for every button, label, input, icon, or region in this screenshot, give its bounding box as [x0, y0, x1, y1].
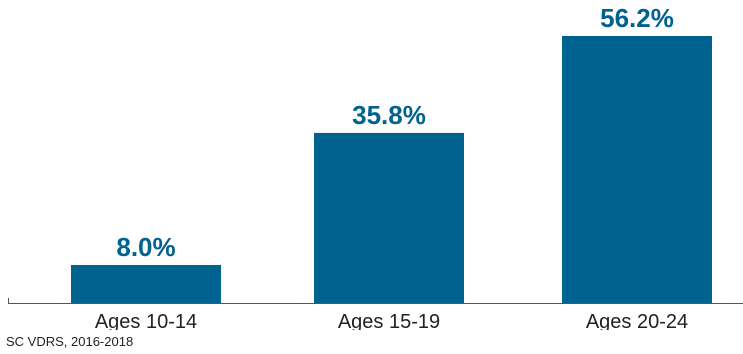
x-tick-label-3: Ages 20-24 [586, 311, 688, 330]
x-tick-label-1: Ages 10-14 [95, 311, 197, 330]
bar-value-label-1: 8.0% [116, 232, 175, 262]
x-tick-label-2: Ages 15-19 [338, 311, 440, 330]
source-note: SC VDRS, 2016-2018 [6, 334, 134, 349]
bar-chart: 8.0% Ages 10-14 35.8% Ages 15-19 56.2% Ages 2… [8, 3, 743, 330]
bar-3 [562, 36, 712, 303]
bar-2 [314, 132, 464, 303]
bar-value-label-2: 35.8% [352, 100, 426, 130]
bar-1 [71, 264, 221, 303]
bar-value-label-3: 56.2% [600, 3, 674, 33]
